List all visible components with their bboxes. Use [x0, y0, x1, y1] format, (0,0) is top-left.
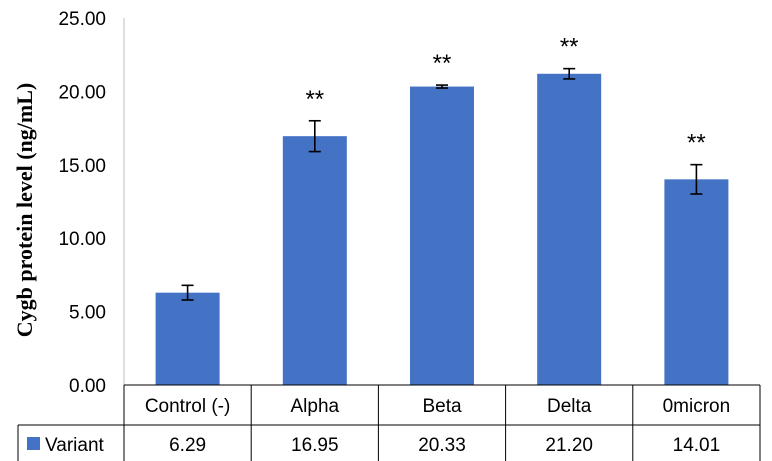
bar [664, 179, 729, 385]
category-label: Alpha [290, 396, 339, 417]
significance-marker: ** [560, 34, 579, 61]
y-tick-labels: 0.00 5.00 10.00 15.00 20.00 25.00 [58, 9, 106, 397]
significance-marker: ** [305, 86, 324, 113]
y-tick-label: 10.00 [58, 229, 106, 250]
data-label: 6.29 [169, 435, 206, 456]
category-label: Beta [422, 396, 462, 417]
y-tick-label: 20.00 [58, 82, 106, 103]
data-label: 20.33 [418, 435, 466, 456]
legend-label: Variant [45, 435, 105, 456]
bar [537, 73, 602, 385]
bar [410, 86, 474, 385]
bar [282, 136, 347, 385]
category-label: 0micron [663, 396, 731, 417]
data-label: 14.01 [673, 435, 721, 456]
bars [155, 73, 729, 385]
legend-swatch [27, 437, 40, 450]
significance-marker: ** [433, 50, 452, 77]
data-label: 16.95 [291, 435, 339, 456]
significance-marker: ** [687, 130, 706, 157]
y-axis-label: Cygb protein level (ng/mL) [12, 83, 37, 337]
data-label: 21.20 [545, 435, 593, 456]
category-label: Delta [547, 396, 592, 417]
error-bars [181, 67, 703, 301]
y-tick-label: 25.00 [58, 9, 106, 30]
y-tick-label: 15.00 [58, 156, 106, 177]
data-table: Control (-) 6.29 Alpha 16.95 Beta 20.33 Delta 2… [17, 384, 761, 461]
category-label: Control (-) [145, 396, 231, 417]
significance-markers: ** ** ** ** [305, 34, 705, 157]
y-tick-label: 5.00 [69, 303, 106, 324]
bar [155, 292, 220, 385]
y-tick-label: 0.00 [69, 376, 106, 397]
